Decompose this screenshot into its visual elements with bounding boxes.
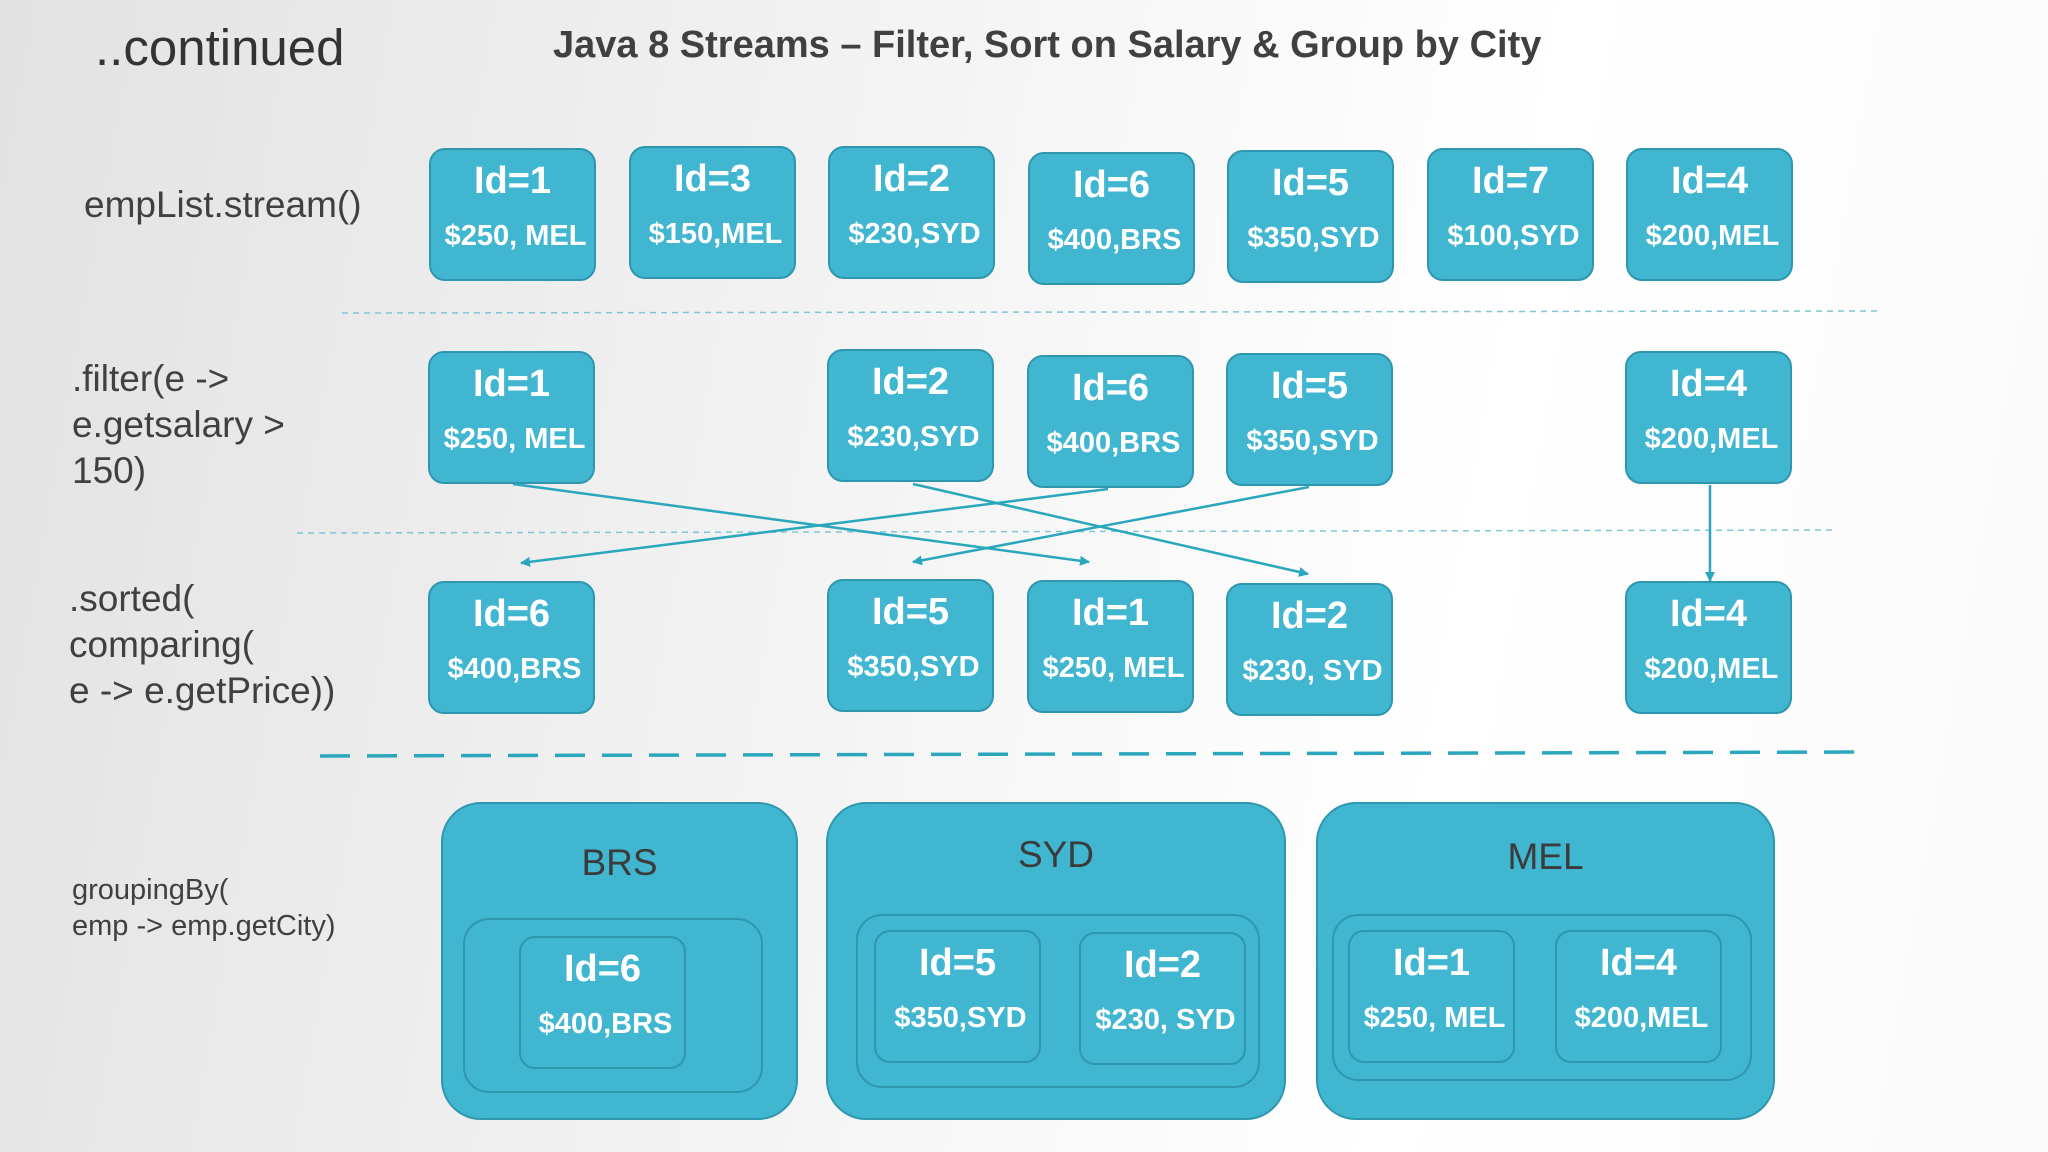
employee-card: Id=4 $200,MEL <box>1626 148 1793 281</box>
group-list: Id=1 $250, MEL Id=4 $200,MEL <box>1332 914 1752 1081</box>
card-id: Id=4 <box>1599 942 1678 984</box>
employee-card: Id=6 $400,BRS <box>1028 152 1195 285</box>
divider-line <box>296 529 1838 534</box>
card-value: $200,MEL <box>1644 653 1779 685</box>
group-syd: SYD Id=5 $350,SYD Id=2 $230, SYD <box>826 802 1286 1120</box>
card-value: $230, SYD <box>1242 655 1383 687</box>
employee-card: Id=5 $350,SYD <box>1226 353 1393 486</box>
card-id: Id=4 <box>1670 160 1749 202</box>
arrow-id2 <box>912 482 1309 577</box>
card-id: Id=3 <box>673 158 752 200</box>
employee-card: Id=6 $400,BRS <box>1027 355 1194 488</box>
group-name: SYD <box>1017 834 1095 875</box>
arrow-id5 <box>912 485 1310 566</box>
group-brs: BRS Id=6 $400,BRS <box>441 802 798 1120</box>
card-value: $350,SYD <box>847 651 980 683</box>
card-value: $150,MEL <box>648 218 783 250</box>
group-name: BRS <box>581 842 658 883</box>
divider-line <box>341 310 1883 314</box>
card-id: Id=5 <box>1270 365 1349 407</box>
employee-card: Id=1 $250, MEL <box>428 351 595 484</box>
employee-card: Id=6 $400,BRS <box>428 581 595 714</box>
step-filter-label: .filter(e -> e.getsalary > 150) <box>72 358 285 491</box>
employee-card: Id=1 $250, MEL <box>1348 930 1515 1063</box>
step-grouping-label: groupingBy( emp -> emp.getCity) <box>72 874 336 942</box>
group-list: Id=5 $350,SYD Id=2 $230, SYD <box>856 914 1260 1088</box>
card-id: Id=2 <box>872 158 951 200</box>
employee-card: Id=5 $350,SYD <box>1227 150 1394 283</box>
card-value: $230,SYD <box>848 218 981 250</box>
employee-card: Id=4 $200,MEL <box>1555 930 1722 1063</box>
card-id: Id=6 <box>472 593 551 635</box>
employee-card: Id=2 $230, SYD <box>1079 932 1246 1065</box>
employee-card: Id=2 $230,SYD <box>827 349 994 482</box>
employee-card: Id=2 $230,SYD <box>828 146 995 279</box>
step-stream-label: empList.stream() <box>84 184 362 225</box>
card-value: $250, MEL <box>1363 1002 1506 1034</box>
card-id: Id=5 <box>1271 162 1350 204</box>
slide-title: Java 8 Streams – Filter, Sort on Salary … <box>553 24 1542 66</box>
card-value: $250, MEL <box>1042 652 1185 684</box>
card-id: Id=1 <box>1392 942 1471 984</box>
card-value: $250, MEL <box>443 423 586 455</box>
card-id: Id=6 <box>1071 367 1150 409</box>
employee-card: Id=4 $200,MEL <box>1625 581 1792 714</box>
employee-card: Id=5 $350,SYD <box>874 930 1041 1063</box>
employee-card: Id=3 $150,MEL <box>629 146 796 279</box>
arrow-id6 <box>520 487 1109 567</box>
arrow-id1 <box>512 482 1090 566</box>
step-sorted-label: .sorted( comparing( e -> e.getPrice)) <box>69 578 336 711</box>
card-value: $200,MEL <box>1645 220 1780 252</box>
card-id: Id=1 <box>1071 592 1150 634</box>
card-id: Id=2 <box>1270 595 1349 637</box>
employee-card: Id=1 $250, MEL <box>429 148 596 281</box>
card-id: Id=7 <box>1471 160 1550 202</box>
card-value: $230,SYD <box>847 421 980 453</box>
card-value: $400,BRS <box>447 653 582 685</box>
card-value: $230, SYD <box>1095 1004 1236 1036</box>
card-id: Id=1 <box>473 160 552 202</box>
employee-card: Id=1 $250, MEL <box>1027 580 1194 713</box>
card-value: $250, MEL <box>444 220 587 252</box>
employee-card: Id=6 $400,BRS <box>519 936 686 1069</box>
card-value: $200,MEL <box>1644 423 1779 455</box>
card-value: $350,SYD <box>894 1002 1027 1034</box>
card-id: Id=2 <box>1123 944 1202 986</box>
card-value: $400,BRS <box>538 1008 673 1040</box>
employee-card: Id=5 $350,SYD <box>827 579 994 712</box>
card-id: Id=5 <box>871 591 950 633</box>
card-id: Id=6 <box>563 948 642 990</box>
card-value: $350,SYD <box>1247 222 1380 254</box>
card-id: Id=4 <box>1669 593 1748 635</box>
employee-card: Id=4 $200,MEL <box>1625 351 1792 484</box>
group-list: Id=6 $400,BRS <box>463 918 763 1093</box>
card-value: $400,BRS <box>1046 427 1181 459</box>
card-id: Id=4 <box>1669 363 1748 405</box>
card-id: Id=5 <box>918 942 997 984</box>
card-id: Id=2 <box>871 361 950 403</box>
card-value: $350,SYD <box>1246 425 1379 457</box>
card-value: $200,MEL <box>1574 1002 1709 1034</box>
divider-line-bold <box>319 750 1861 758</box>
card-id: Id=6 <box>1072 164 1151 206</box>
card-value: $100,SYD <box>1447 220 1580 252</box>
card-value: $400,BRS <box>1047 224 1182 256</box>
card-id: Id=1 <box>472 363 551 405</box>
continued-label: ..continued <box>95 19 345 76</box>
employee-card: Id=2 $230, SYD <box>1226 583 1393 716</box>
group-mel: MEL Id=1 $250, MEL Id=4 $200,MEL <box>1316 802 1775 1120</box>
group-name: MEL <box>1507 836 1584 877</box>
employee-card: Id=7 $100,SYD <box>1427 148 1594 281</box>
